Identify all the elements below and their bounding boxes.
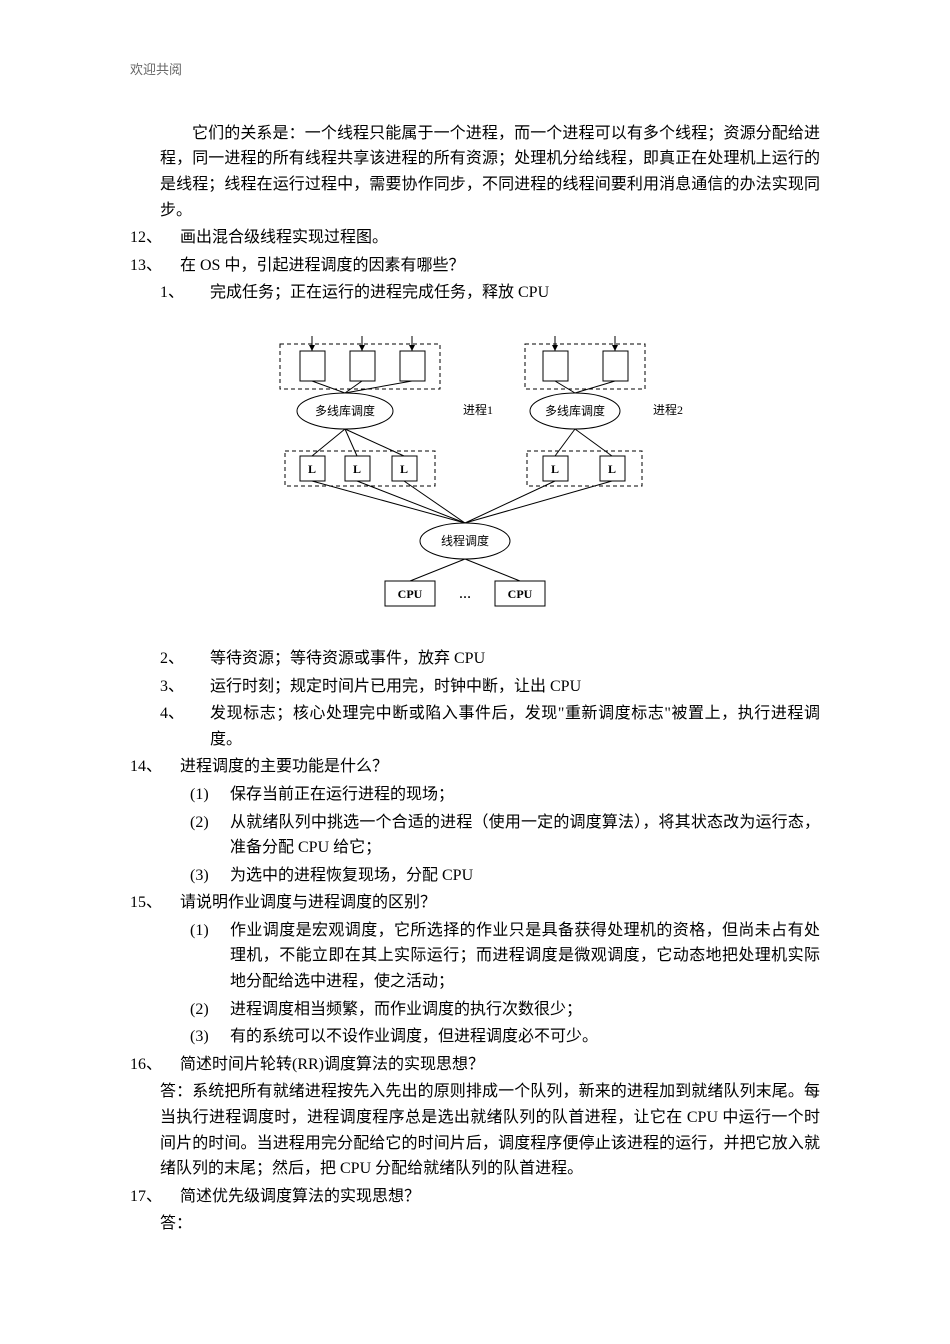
q13-2-number: 2、 xyxy=(160,646,210,672)
q15-sub-3: (3) 有的系统可以不设作业调度，但进程调度必不可少。 xyxy=(190,1024,820,1050)
page-header: 欢迎共阅 xyxy=(130,60,820,81)
q16-number: 16、 xyxy=(130,1052,180,1078)
q13-3-number: 3、 xyxy=(160,674,210,700)
q13-sub-4: 4、 发现标志；核心处理完中断或陷入事件后，发现"重新调度标志"被置上，执行进程… xyxy=(160,701,820,752)
q13-text: 在 OS 中，引起进程调度的因素有哪些？ xyxy=(180,253,820,279)
q15-1-text: 作业调度是宏观调度，它所选择的作业只是具备获得处理机的资格，但尚未占有处理机，不… xyxy=(230,918,820,995)
q13-2-text: 等待资源；等待资源或事件，放弃 CPU xyxy=(210,646,820,672)
q14-3-text: 为选中的进程恢复现场，分配 CPU xyxy=(230,863,820,889)
q13-sub-3: 3、 运行时刻；规定时间片已用完，时钟中断，让出 CPU xyxy=(160,674,820,700)
intro-paragraph: 它们的关系是：一个线程只能属于一个进程，而一个进程可以有多个线程；资源分配给进程… xyxy=(160,121,820,223)
q15-3-number: (3) xyxy=(190,1024,230,1050)
q12-number: 12、 xyxy=(130,225,180,251)
svg-text:L: L xyxy=(551,462,559,476)
svg-text:L: L xyxy=(608,462,616,476)
q13-sub-1: 1、 完成任务；正在运行的进程完成任务，释放 CPU xyxy=(160,280,820,306)
question-14: 14、 进程调度的主要功能是什么？ xyxy=(130,754,820,780)
q13-4-text: 发现标志；核心处理完中断或陷入事件后，发现"重新调度标志"被置上，执行进程调度。 xyxy=(210,701,820,752)
q17-number: 17、 xyxy=(130,1184,180,1210)
q17-answer: 答： xyxy=(160,1211,820,1237)
document-page: 欢迎共阅 它们的关系是：一个线程只能属于一个进程，而一个进程可以有多个线程；资源… xyxy=(0,0,950,1279)
q15-text: 请说明作业调度与进程调度的区别？ xyxy=(180,890,820,916)
thread-diagram: 多线库调度 进程1 L L L 多线库调度 进程2 L L 线程调度 CPU … CPU xyxy=(130,326,820,616)
svg-text:CPU: CPU xyxy=(398,587,423,601)
q16-answer: 答：系统把所有就绪进程按先入先出的原则排成一个队列，新来的进程加到就绪队列末尾。… xyxy=(160,1079,820,1181)
svg-text:L: L xyxy=(308,462,316,476)
q13-3-text: 运行时刻；规定时间片已用完，时钟中断，让出 CPU xyxy=(210,674,820,700)
q13-sub-2: 2、 等待资源；等待资源或事件，放弃 CPU xyxy=(160,646,820,672)
q14-sub-3: (3) 为选中的进程恢复现场，分配 CPU xyxy=(190,863,820,889)
question-17: 17、 简述优先级调度算法的实现思想？ xyxy=(130,1184,820,1210)
question-12: 12、 画出混合级线程实现过程图。 xyxy=(130,225,820,251)
q14-text: 进程调度的主要功能是什么？ xyxy=(180,754,820,780)
q16-text: 简述时间片轮转(RR)调度算法的实现思想？ xyxy=(180,1052,820,1078)
question-15: 15、 请说明作业调度与进程调度的区别？ xyxy=(130,890,820,916)
q15-sub-2: (2) 进程调度相当频繁，而作业调度的执行次数很少； xyxy=(190,997,820,1023)
q15-2-number: (2) xyxy=(190,997,230,1023)
q15-1-number: (1) xyxy=(190,918,230,995)
question-16: 16、 简述时间片轮转(RR)调度算法的实现思想？ xyxy=(130,1052,820,1078)
q13-4-number: 4、 xyxy=(160,701,210,752)
q13-number: 13、 xyxy=(130,253,180,279)
q12-text: 画出混合级线程实现过程图。 xyxy=(180,225,820,251)
svg-text:L: L xyxy=(353,462,361,476)
q14-2-number: (2) xyxy=(190,810,230,861)
svg-text:线程调度: 线程调度 xyxy=(441,533,489,548)
q17-text: 简述优先级调度算法的实现思想？ xyxy=(180,1184,820,1210)
svg-text:多线库调度: 多线库调度 xyxy=(315,403,375,418)
diagram-svg: 多线库调度 进程1 L L L 多线库调度 进程2 L L 线程调度 CPU … CPU xyxy=(265,326,685,616)
q14-3-number: (3) xyxy=(190,863,230,889)
q13-1-text: 完成任务；正在运行的进程完成任务，释放 CPU xyxy=(210,280,820,306)
q14-2-text: 从就绪队列中挑选一个合适的进程（使用一定的调度算法），将其状态改为运行态，准备分… xyxy=(230,810,820,861)
q14-number: 14、 xyxy=(130,754,180,780)
svg-text:多线库调度: 多线库调度 xyxy=(545,403,605,418)
q14-sub-2: (2) 从就绪队列中挑选一个合适的进程（使用一定的调度算法），将其状态改为运行态… xyxy=(190,810,820,861)
svg-text:L: L xyxy=(400,462,408,476)
q13-1-number: 1、 xyxy=(160,280,210,306)
svg-text:CPU: CPU xyxy=(508,587,533,601)
q14-sub-1: (1) 保存当前正在运行进程的现场； xyxy=(190,782,820,808)
question-13: 13、 在 OS 中，引起进程调度的因素有哪些？ xyxy=(130,253,820,279)
q15-number: 15、 xyxy=(130,890,180,916)
q15-2-text: 进程调度相当频繁，而作业调度的执行次数很少； xyxy=(230,997,820,1023)
q15-sub-1: (1) 作业调度是宏观调度，它所选择的作业只是具备获得处理机的资格，但尚未占有处… xyxy=(190,918,820,995)
svg-text:进程2: 进程2 xyxy=(653,402,683,417)
q14-1-number: (1) xyxy=(190,782,230,808)
q15-3-text: 有的系统可以不设作业调度，但进程调度必不可少。 xyxy=(230,1024,820,1050)
svg-text:…: … xyxy=(459,587,471,601)
q14-1-text: 保存当前正在运行进程的现场； xyxy=(230,782,820,808)
svg-text:进程1: 进程1 xyxy=(463,402,493,417)
